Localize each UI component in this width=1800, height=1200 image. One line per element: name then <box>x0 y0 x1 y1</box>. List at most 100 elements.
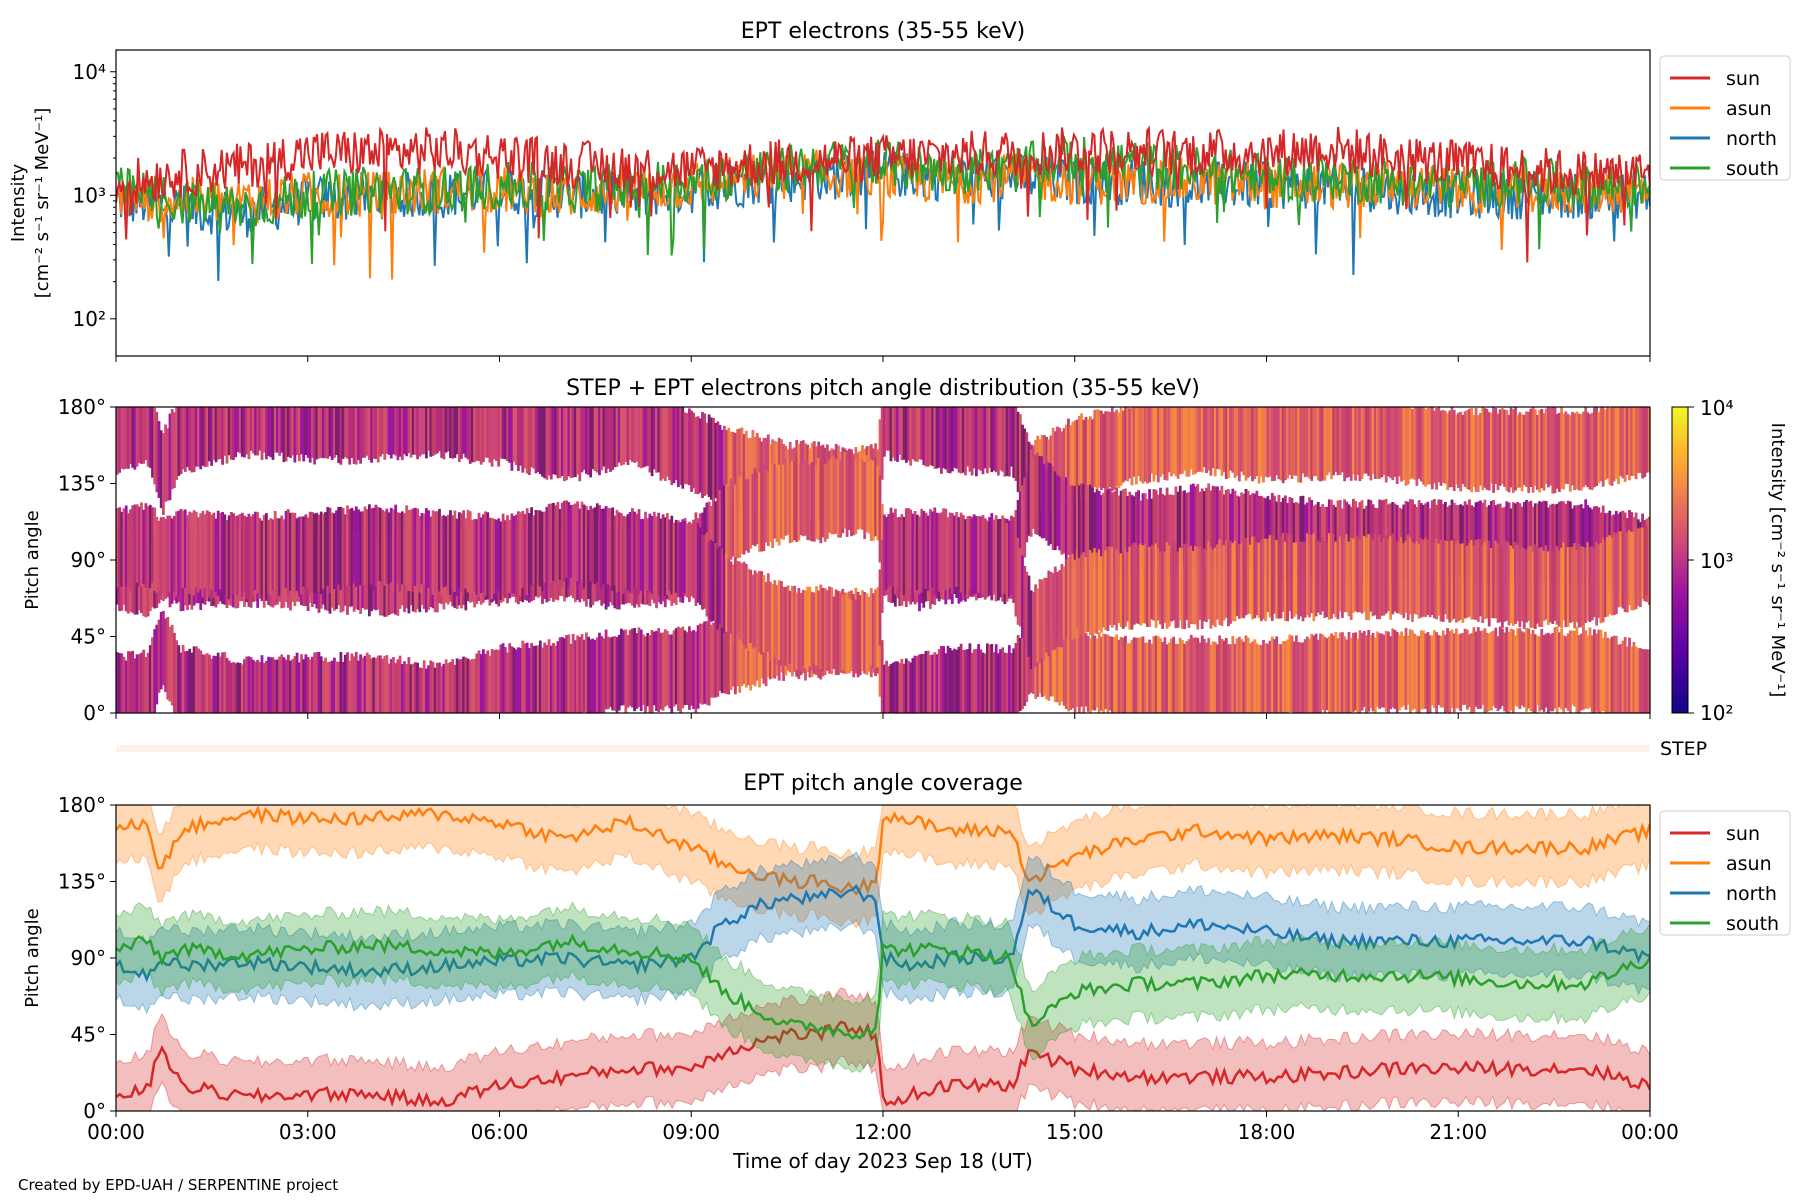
heat-cell-sun <box>1387 631 1390 713</box>
heat-cell-north <box>1270 492 1274 572</box>
heat-cell-south <box>725 552 728 632</box>
heat-cell-sun <box>205 653 209 713</box>
heat-cell-sun <box>431 661 435 713</box>
heat-cell-sun <box>157 619 161 693</box>
heat-cell-south <box>1398 541 1401 614</box>
heat-cell-asun <box>1325 407 1329 476</box>
heat-cell-sun <box>929 655 932 713</box>
heat-cell-south <box>738 561 742 640</box>
heat-cell-sun <box>354 651 358 713</box>
heat-cell-asun <box>379 407 382 457</box>
heat-cell-asun <box>431 407 435 456</box>
heat-cell-south <box>856 592 860 678</box>
heat-cell-south <box>598 505 601 582</box>
heat-cell-south <box>1038 579 1042 664</box>
heat-cell-asun <box>578 407 582 482</box>
heat-cell-asun <box>444 407 448 453</box>
heat-cell-asun <box>1323 407 1327 481</box>
heat-cell-asun <box>880 407 884 480</box>
heat-cell-asun <box>747 438 750 513</box>
heat-cell-asun <box>1435 408 1438 490</box>
heat-cell-north <box>1163 495 1167 571</box>
heat-cell-asun <box>411 407 415 455</box>
heat-cell-south <box>1222 545 1226 621</box>
heat-cell-south <box>1137 545 1140 625</box>
heat-cell-asun <box>512 407 516 462</box>
heat-cell-sun <box>749 603 753 691</box>
heat-cell-asun <box>964 407 967 476</box>
heat-cell-sun <box>267 656 270 713</box>
heat-cell-sun <box>935 654 939 713</box>
heat-cell-sun <box>1069 634 1073 710</box>
heat-cell-asun <box>600 407 604 471</box>
heat-cell-asun <box>1189 407 1193 470</box>
heat-cell-south <box>1573 543 1577 629</box>
heat-cell-south <box>964 519 967 594</box>
heat-cell-north <box>872 460 875 541</box>
y-tick-label: 0° <box>83 1099 106 1123</box>
heat-cell-south <box>308 511 312 595</box>
heat-cell-sun <box>256 659 260 713</box>
heat-cell-sun <box>492 650 496 713</box>
heat-cell-sun <box>532 645 536 713</box>
heat-cell-south <box>1582 546 1585 627</box>
heat-cell-south <box>734 557 737 635</box>
heat-cell-asun <box>326 407 330 459</box>
heat-cell-asun <box>1446 413 1449 490</box>
heat-cell-south <box>672 523 676 598</box>
heat-cell-south <box>365 509 369 583</box>
heat-cell-north <box>1295 502 1298 578</box>
heat-cell-asun <box>604 407 608 474</box>
heat-cell-south <box>1623 526 1627 612</box>
heat-cell-sun <box>567 634 571 713</box>
heat-cell-sun <box>661 632 665 711</box>
heat-cell-north <box>1093 492 1097 569</box>
heat-cell-asun <box>677 407 680 488</box>
heat-cell-asun <box>240 407 244 457</box>
heat-cell-sun <box>1358 630 1362 713</box>
heat-cell-asun <box>177 407 181 476</box>
heat-cell-north <box>1084 487 1088 566</box>
heat-cell-south <box>359 511 362 586</box>
heat-cell-asun <box>1367 407 1371 477</box>
heat-cell-south <box>641 519 645 597</box>
heat-cell-north <box>1465 504 1469 579</box>
heat-cell-asun <box>219 407 222 459</box>
heat-cell-asun <box>346 407 349 459</box>
heat-cell-south <box>744 564 748 649</box>
heat-cell-asun <box>883 407 886 457</box>
heat-cell-asun <box>970 407 974 476</box>
heat-cell-sun <box>898 662 902 713</box>
heat-cell-south <box>1319 542 1322 615</box>
heat-cell-sun <box>265 660 268 713</box>
panel2-heatmap <box>116 407 1650 713</box>
heat-cell-asun <box>179 407 183 475</box>
heat-cell-asun <box>1321 407 1325 481</box>
heat-cell-asun <box>455 407 459 455</box>
heat-cell-asun <box>308 407 312 463</box>
heat-cell-asun <box>1522 414 1526 486</box>
heat-cell-asun <box>1102 413 1105 488</box>
heat-cell-sun <box>477 650 481 713</box>
heat-cell-sun <box>1292 641 1296 713</box>
heat-cell-north <box>867 461 871 534</box>
heat-cell-asun <box>1211 407 1215 469</box>
heat-cell-south <box>455 518 459 597</box>
heat-cell-south <box>129 509 132 590</box>
heat-cell-north <box>729 478 733 560</box>
heat-cell-asun <box>975 407 978 477</box>
heat-cell-north <box>812 459 816 542</box>
heat-cell-south <box>1297 533 1300 620</box>
heat-cell-south <box>1356 535 1360 613</box>
heat-cell-south <box>1619 531 1623 607</box>
heat-cell-asun <box>959 407 963 474</box>
heat-cell-south <box>896 517 899 587</box>
heat-cell-asun <box>433 407 437 455</box>
heat-cell-south <box>376 507 380 581</box>
heat-cell-north <box>782 464 785 540</box>
heat-cell-asun <box>354 407 358 465</box>
heat-cell-south <box>1132 542 1136 625</box>
heat-cell-sun <box>576 635 579 713</box>
heat-cell-asun <box>1192 407 1195 475</box>
heat-cell-south <box>122 508 126 589</box>
